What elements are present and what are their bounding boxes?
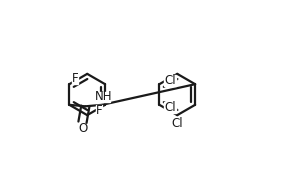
Bar — [96, 105, 102, 116]
Bar — [72, 73, 78, 84]
Text: Cl: Cl — [164, 101, 176, 114]
Text: F: F — [72, 72, 78, 85]
Bar — [164, 75, 176, 86]
Text: Cl: Cl — [164, 74, 176, 87]
Text: F: F — [96, 104, 103, 117]
Text: O: O — [79, 122, 88, 135]
Bar — [98, 92, 110, 102]
Text: NH: NH — [95, 91, 113, 103]
Text: Cl: Cl — [171, 117, 183, 130]
Bar — [164, 102, 176, 113]
Bar — [80, 124, 86, 134]
Bar — [171, 119, 183, 129]
